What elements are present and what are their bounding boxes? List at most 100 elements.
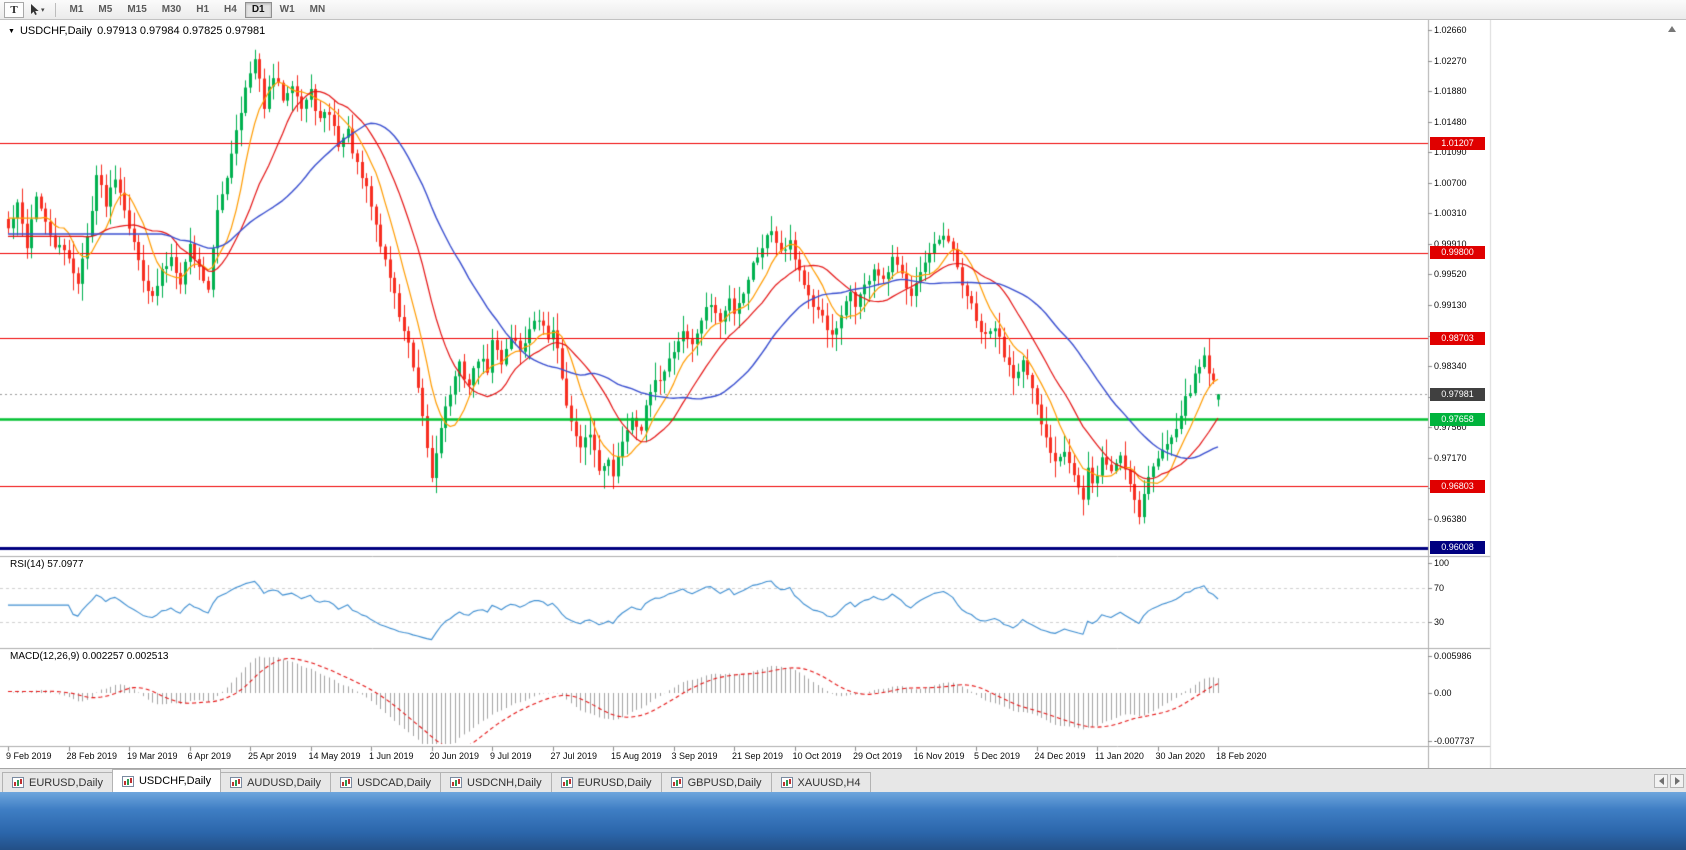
- price-level-badge: 0.99800: [1430, 246, 1485, 260]
- date-axis-label: 11 Jan 2020: [1095, 751, 1144, 761]
- chart-tab-eurusd-daily[interactable]: EURUSD,Daily: [2, 772, 113, 792]
- scroll-to-end-button[interactable]: [1664, 22, 1680, 35]
- date-axis-label: 6 Apr 2019: [187, 751, 232, 761]
- timeframe-button-m5[interactable]: M5: [91, 2, 119, 18]
- rsi-axis-label: 70: [1434, 583, 1445, 594]
- date-axis-label: 24 Dec 2019: [1034, 751, 1086, 761]
- chart-title-ohlc: 0.97913 0.97984 0.97825 0.97981: [97, 25, 266, 37]
- price-axis-label: 0.97170: [1434, 452, 1467, 463]
- macd-indicator-label: MACD(12,26,9) 0.002257 0.002513: [10, 651, 168, 662]
- chart-tab-label: USDCNH,Daily: [467, 776, 542, 789]
- chart-title: ▼ USDCHF,Daily 0.97913 0.97984 0.97825 0…: [8, 25, 265, 37]
- date-axis-label: 20 Jun 2019: [429, 751, 480, 761]
- timeframe-button-h4[interactable]: H4: [217, 2, 244, 18]
- price-level-badge: 0.96803: [1430, 479, 1485, 493]
- left-arrow-icon: [1658, 777, 1664, 785]
- macd-current-values: 0.002257 0.002513: [82, 651, 169, 662]
- chart-tab-label: XAUUSD,H4: [797, 776, 861, 789]
- chart-title-symbol: USDCHF,Daily: [19, 25, 93, 37]
- chart-tab-label: GBPUSD,Daily: [687, 776, 762, 789]
- chart-window: ▼ USDCHF,Daily 0.97913 0.97984 0.97825 0…: [0, 20, 1686, 768]
- chart-tab-icon: [450, 777, 463, 788]
- price-level-badge: 1.01207: [1430, 136, 1485, 150]
- date-axis-label: 1 Jun 2019: [369, 751, 414, 761]
- price-axis-label: 1.01090: [1434, 147, 1467, 158]
- price-axis-label: 0.98340: [1434, 361, 1467, 372]
- date-axis-label: 18 Feb 2020: [1216, 751, 1267, 761]
- date-axis-label: 28 Feb 2019: [66, 751, 118, 761]
- price-axis-label: 0.99130: [1434, 300, 1467, 311]
- date-axis-label: 21 Sep 2019: [732, 751, 784, 761]
- chart-tab-label: USDCHF,Daily: [138, 775, 212, 787]
- chart-tab-label: EURUSD,Daily: [29, 776, 103, 789]
- price-axis-label: 1.02270: [1434, 55, 1467, 66]
- chart-tabs: EURUSD,Daily USDCHF,Daily AUDUSD,Daily USDC…: [2, 769, 871, 792]
- timeframe-button-h1[interactable]: H1: [189, 2, 216, 18]
- chart-tab-usdcad-daily[interactable]: USDCAD,Daily: [330, 772, 442, 792]
- macd-axis-label: 0.005986: [1434, 651, 1472, 661]
- chart-tab-usdcnh-daily[interactable]: USDCNH,Daily: [440, 772, 552, 792]
- price-axis-label: 1.00700: [1434, 177, 1467, 188]
- chart-tab-label: USDCAD,Daily: [357, 776, 432, 789]
- timeframe-button-mn[interactable]: MN: [303, 2, 333, 18]
- tab-scroll-right-button[interactable]: [1670, 774, 1684, 788]
- timeframe-button-m15[interactable]: M15: [120, 2, 153, 18]
- price-axis-label: 0.96380: [1434, 513, 1467, 524]
- chart-tab-audusd-daily[interactable]: AUDUSD,Daily: [220, 772, 332, 792]
- date-axis-label: 9 Feb 2019: [6, 751, 52, 761]
- date-axis-label: 15 Aug 2019: [611, 751, 662, 761]
- price-axis-label: 0.99520: [1434, 269, 1467, 280]
- cursor-icon: [31, 3, 39, 15]
- timeframe-buttons: M1 M5 M15 M30 H1 H4 D1 W1 MN: [63, 1, 333, 18]
- price-axis-label: 0.97560: [1434, 422, 1467, 433]
- text-tool-button[interactable]: T: [4, 1, 24, 18]
- cursor-tool-button[interactable]: ▾: [27, 2, 48, 18]
- timeframe-button-w1[interactable]: W1: [273, 2, 302, 18]
- date-axis-label: 9 Jul 2019: [490, 751, 532, 761]
- chart-tab-gbpusd-daily[interactable]: GBPUSD,Daily: [660, 772, 772, 792]
- toolbar-separator: [54, 2, 56, 17]
- chart-tab-usdchf-daily[interactable]: USDCHF,Daily: [111, 769, 222, 792]
- date-axis-label: 5 Dec 2019: [974, 751, 1021, 761]
- chart-tab-icon: [121, 775, 134, 787]
- tab-scroll-left-button[interactable]: [1654, 774, 1668, 788]
- rsi-indicator-label: RSI(14) 57.0977: [10, 559, 83, 570]
- date-axis-label: 30 Jan 2020: [1155, 751, 1206, 761]
- date-axis-label: 3 Sep 2019: [671, 751, 718, 761]
- rsi-name: RSI(14): [10, 559, 45, 570]
- price-axis-label: 1.00310: [1434, 208, 1467, 219]
- timeframe-button-m30[interactable]: M30: [155, 2, 188, 18]
- tab-scroll-arrows: [1654, 774, 1684, 792]
- toolbar: T ▾ M1 M5 M15 M30 H1 H4 D1 W1 MN: [0, 0, 1686, 20]
- rsi-current-value: 57.0977: [47, 559, 84, 570]
- chart-tab-icon: [560, 777, 573, 788]
- date-axis-label: 29 Oct 2019: [853, 751, 903, 761]
- date-axis-label: 27 Jul 2019: [550, 751, 598, 761]
- chevron-down-icon: ▾: [41, 6, 45, 14]
- price-level-badge: 0.96008: [1430, 541, 1485, 555]
- timeframe-button-m1[interactable]: M1: [63, 2, 91, 18]
- rsi-axis-label: 30: [1434, 617, 1445, 627]
- chart-tab-icon: [12, 777, 24, 788]
- macd-axis-label: -0.007737: [1434, 735, 1475, 746]
- date-axis-label: 10 Oct 2019: [792, 751, 842, 761]
- up-arrow-icon: [1668, 25, 1676, 32]
- chart-tab-icon: [340, 777, 353, 788]
- chart-tab-label: AUDUSD,Daily: [247, 776, 322, 789]
- timeframe-button-d1[interactable]: D1: [244, 1, 272, 18]
- right-arrow-icon: [1674, 777, 1680, 785]
- chart-tab-xauusd-h4[interactable]: XAUUSD,H4: [770, 772, 871, 792]
- current-price-badge: 0.97981: [1430, 387, 1485, 401]
- price-axis-label: 1.01880: [1434, 86, 1467, 97]
- macd-name: MACD(12,26,9): [10, 651, 80, 662]
- price-axis-label: 1.01480: [1434, 116, 1467, 127]
- macd-axis-label: 0.00: [1434, 688, 1452, 698]
- date-axis-label: 14 May 2019: [308, 751, 361, 761]
- price-axis-label: 1.02660: [1434, 25, 1467, 35]
- price-chart-canvas[interactable]: [0, 20, 1686, 768]
- chart-tab-icon: [670, 777, 683, 788]
- date-axis-label: 16 Nov 2019: [913, 751, 965, 761]
- chart-tab-label: EURUSD,Daily: [577, 776, 652, 789]
- chart-tab-eurusd-daily[interactable]: EURUSD,Daily: [550, 772, 662, 792]
